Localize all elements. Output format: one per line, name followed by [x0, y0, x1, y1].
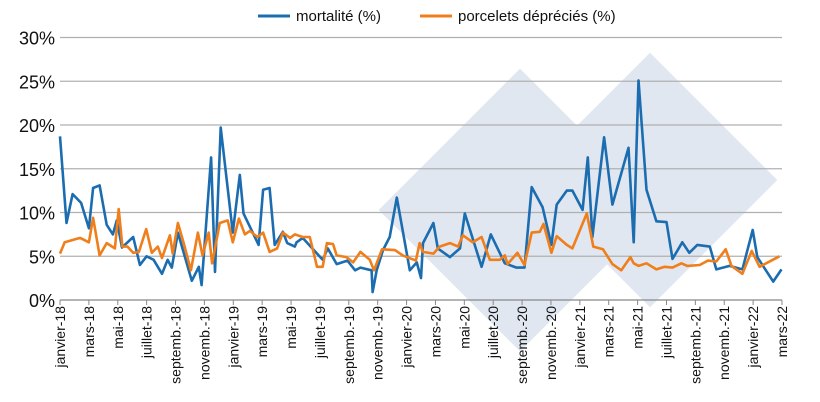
x-tick-label: mai-20: [456, 306, 472, 349]
series-line-1: [58, 207, 781, 276]
series-lines: [58, 79, 783, 294]
x-tick-label: septemb.-19: [341, 306, 357, 384]
x-tick-label: novemb.-21: [716, 306, 732, 380]
series-points-1: [59, 208, 780, 274]
y-tick-label: 10%: [19, 204, 55, 224]
x-tick-label: janvier-21: [572, 306, 588, 369]
y-tick-label: 5%: [29, 247, 55, 267]
x-tick-label: novemb.-18: [196, 306, 212, 380]
y-tick-label: 25%: [19, 72, 55, 92]
x-tick-label: septemb.-18: [168, 306, 184, 384]
x-tick-label: septemb.-21: [687, 306, 703, 384]
y-tick-label: 20%: [19, 116, 55, 136]
x-tick-label: juillet-21: [658, 306, 674, 359]
legend-label-porcelets: porcelets dépréciés (%): [458, 8, 616, 25]
y-tick-label: 0%: [29, 291, 55, 311]
x-tick-label: janvier-20: [399, 306, 415, 369]
x-tick-label: novemb.-19: [370, 306, 386, 380]
x-tick-label: mars-19: [254, 306, 270, 358]
x-tick-label: juillet-18: [139, 306, 155, 359]
series-line-0: [58, 79, 783, 294]
x-tick-label: septemb.-20: [514, 306, 530, 384]
x-tick-label: janvier-19: [225, 306, 241, 369]
x-tick-label: mai-21: [630, 306, 646, 349]
x-tick-label: mars-22: [774, 306, 790, 358]
x-axis-ticks: janvier-18 mars-18 mai-18 juillet-18 septemb…: [52, 300, 790, 384]
series-points-0: [59, 80, 782, 293]
y-tick-label: 15%: [19, 160, 55, 180]
x-tick-label: mars-21: [601, 306, 617, 358]
x-tick-label: janvier-18: [52, 306, 68, 369]
x-tick-label: mars-18: [81, 306, 97, 358]
x-tick-label: mai-18: [110, 306, 126, 349]
y-tick-label: 30%: [19, 29, 55, 49]
x-tick-label: novemb.-20: [543, 306, 559, 380]
x-tick-label: mars-20: [427, 306, 443, 358]
y-axis-ticks: 0% 5% 10% 15% 20% 25% 30%: [19, 29, 55, 312]
x-tick-label: juillet-20: [485, 306, 501, 359]
gridlines: [60, 36, 782, 301]
legend: mortalité (%) porcelets dépréciés (%): [258, 8, 616, 25]
x-tick-label: juillet-19: [312, 306, 328, 359]
x-tick-label: janvier-22: [745, 306, 761, 369]
x-tick-label: mai-19: [283, 306, 299, 349]
legend-label-mortalite: mortalité (%): [296, 8, 381, 25]
